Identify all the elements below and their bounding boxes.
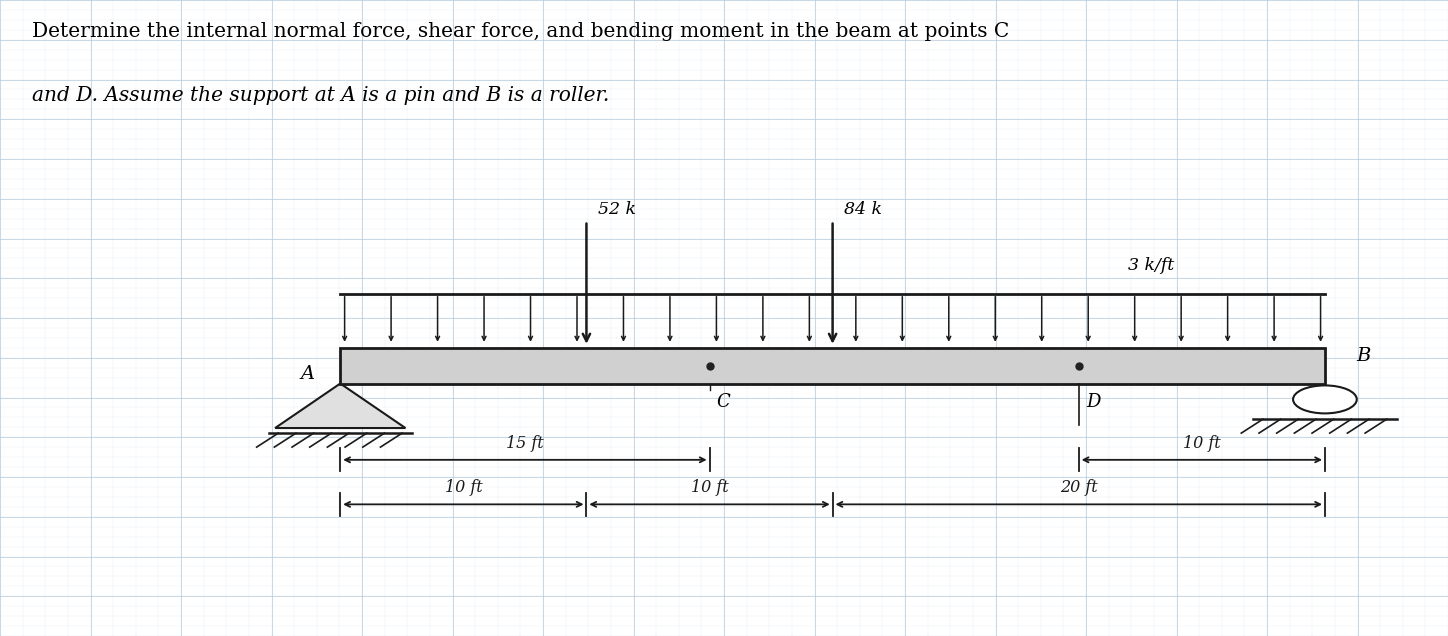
Text: A: A bbox=[300, 365, 314, 383]
Text: 10 ft: 10 ft bbox=[445, 479, 482, 496]
Text: and D. Assume the support at A is a pin and B is a roller.: and D. Assume the support at A is a pin … bbox=[32, 86, 610, 105]
Polygon shape bbox=[275, 384, 405, 428]
Text: Determine the internal normal force, shear force, and bending moment in the beam: Determine the internal normal force, she… bbox=[32, 22, 1009, 41]
Text: 52 k: 52 k bbox=[598, 200, 636, 218]
Circle shape bbox=[1293, 385, 1357, 413]
Text: 20 ft: 20 ft bbox=[1060, 479, 1098, 496]
Text: 84 k: 84 k bbox=[844, 200, 882, 218]
Text: 10 ft: 10 ft bbox=[1183, 434, 1221, 452]
Text: 15 ft: 15 ft bbox=[507, 434, 543, 452]
Text: B: B bbox=[1357, 347, 1371, 365]
Text: D: D bbox=[1086, 393, 1100, 411]
Text: 3 k/ft: 3 k/ft bbox=[1128, 257, 1174, 273]
Text: 10 ft: 10 ft bbox=[691, 479, 728, 496]
Text: C: C bbox=[717, 393, 730, 411]
Bar bbox=[340, 348, 1325, 384]
